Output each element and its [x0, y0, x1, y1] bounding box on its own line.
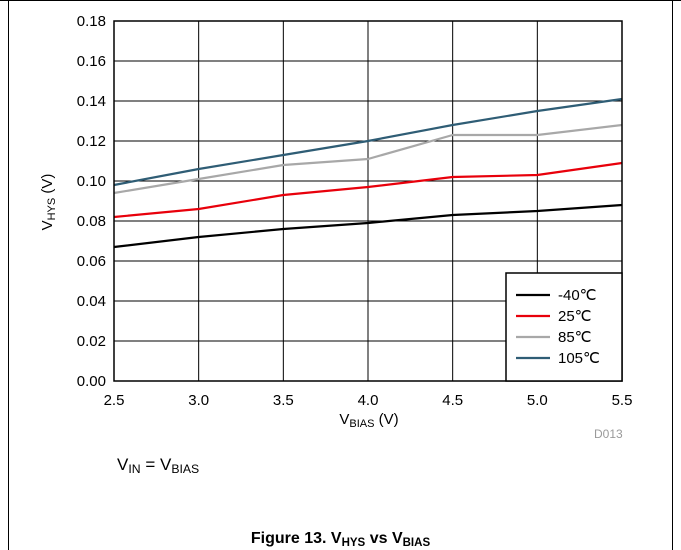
- cond-eq: =: [140, 455, 160, 474]
- y-tick-label: 0.14: [77, 93, 106, 110]
- cond-a-main: V: [117, 455, 129, 474]
- figure-code: D013: [594, 427, 623, 441]
- y-axis-label: VHYS (V): [39, 174, 58, 231]
- page-frame-left: [8, 0, 9, 550]
- test-condition: VIN = VBIAS: [117, 455, 199, 476]
- x-axis-label-unit: (V): [374, 411, 398, 428]
- page-frame-top: [0, 0, 681, 1]
- y-axis-label-main: V: [39, 220, 56, 230]
- y-axis-label-unit: (V): [39, 174, 56, 198]
- x-axis-label-sub: BIAS: [349, 418, 374, 430]
- legend-label: 25℃: [558, 308, 592, 325]
- x-axis-label: VBIAS (V): [339, 411, 398, 430]
- series-group: [113, 97, 623, 249]
- caption-b-main: V: [391, 530, 403, 547]
- y-tick-labels: 0.00 0.02 0.04 0.06 0.08 0.10 0.12 0.14 0.16 0.18: [77, 13, 106, 390]
- series-line: [113, 123, 623, 195]
- y-tick-label: 0.16: [77, 53, 106, 70]
- figure-caption: Figure 13. VHYS vs VBIAS: [0, 530, 681, 549]
- legend-label: 85℃: [558, 329, 592, 346]
- series-line: [113, 203, 623, 249]
- plot-area-border: [113, 20, 623, 382]
- legend-label: 105℃: [558, 350, 600, 367]
- caption-mid: vs: [365, 530, 392, 547]
- caption-a-main: V: [330, 530, 342, 547]
- series-line: [113, 161, 623, 219]
- x-tick-labels: 2.5 3.0 3.5 4.0 4.5 5.0 5.5: [104, 392, 633, 409]
- x-tick-label: 3.5: [273, 392, 294, 409]
- x-tick-label: 2.5: [104, 392, 125, 409]
- x-tick-label: 4.0: [358, 392, 379, 409]
- x-tick-label: 5.0: [527, 392, 548, 409]
- caption-prefix: Figure 13.: [250, 530, 331, 547]
- y-tick-label: 0.00: [77, 373, 106, 390]
- y-tick-label: 0.02: [77, 333, 106, 350]
- cond-b-main: V: [159, 455, 172, 474]
- legend: -40℃ 25℃ 85℃ 105℃: [505, 272, 623, 382]
- x-tick-label: 5.5: [612, 392, 633, 409]
- legend-box: [505, 272, 623, 382]
- x-axis-label-main: V: [339, 411, 349, 428]
- y-tick-label: 0.10: [77, 173, 106, 190]
- series-line: [113, 97, 623, 187]
- caption-a-sub: HYS: [341, 536, 366, 549]
- y-tick-label: 0.08: [77, 213, 106, 230]
- cond-b-sub: BIAS: [171, 462, 200, 477]
- y-tick-label: 0.18: [77, 13, 106, 30]
- legend-label: -40℃: [558, 287, 597, 304]
- cond-a-sub: IN: [128, 462, 141, 477]
- y-tick-label: 0.04: [77, 293, 106, 310]
- y-tick-label: 0.06: [77, 253, 106, 270]
- caption-b-sub: BIAS: [402, 536, 431, 549]
- page-frame-right: [672, 0, 673, 550]
- x-tick-label: 3.0: [188, 392, 209, 409]
- y-axis-label-sub: HYS: [46, 198, 58, 221]
- x-tick-label: 4.5: [442, 392, 463, 409]
- chart: 0.00 0.02 0.04 0.06 0.08 0.10 0.12 0.14 0.16 0.18…: [39, 13, 633, 430]
- y-tick-label: 0.12: [77, 133, 106, 150]
